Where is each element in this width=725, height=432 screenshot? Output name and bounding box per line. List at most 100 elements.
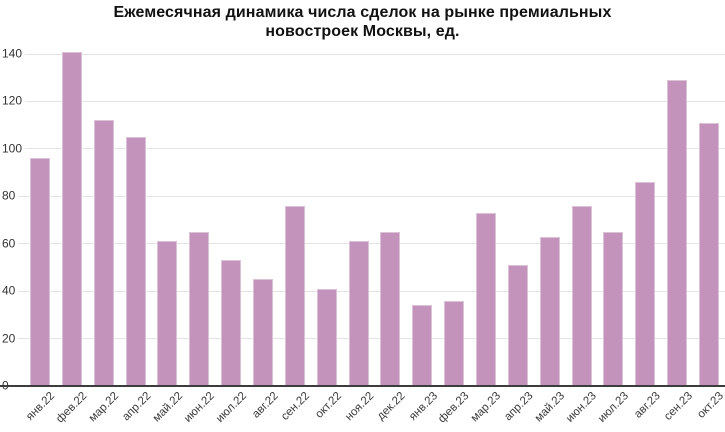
bar-column-дек.22 bbox=[374, 231, 406, 386]
bar-column-май.22 bbox=[151, 241, 183, 386]
bar-column-апр.22 bbox=[120, 137, 152, 386]
bar-column-мар.22 bbox=[88, 120, 120, 386]
y-tick-label-140: 140 bbox=[0, 47, 26, 61]
x-tick-cell-окт.23: окт.23 bbox=[693, 389, 725, 432]
bar-column-май.23 bbox=[534, 236, 566, 386]
x-tick-cell-окт.22: окт.22 bbox=[311, 389, 345, 432]
x-tick-label-июн.23: июн.23 bbox=[564, 390, 600, 425]
bar-column-сен.22 bbox=[279, 205, 311, 386]
chart-title-line1: Ежемесячная динамика числа сделок на рын… bbox=[113, 4, 612, 21]
bar-column-июн.22 bbox=[183, 231, 215, 386]
x-tick-cell-фев.23: фев.23 bbox=[436, 389, 472, 432]
bar-column-фев.23 bbox=[438, 300, 470, 386]
bar-дек.22 bbox=[380, 231, 401, 386]
bar-column-янв.23 bbox=[406, 305, 438, 386]
x-tick-cell-сен.22: сен.22 bbox=[279, 389, 312, 432]
x-tick-label-апр.22: апр.22 bbox=[119, 390, 154, 424]
bar-авг.23 bbox=[635, 182, 656, 386]
bar-сен.22 bbox=[284, 205, 305, 386]
x-tick-cell-июн.22: июн.22 bbox=[182, 389, 217, 432]
x-tick-label-сен.23: сен.23 bbox=[661, 390, 695, 423]
x-tick-cell-янв.22: янв.22 bbox=[24, 389, 58, 432]
gridline-140 bbox=[0, 53, 725, 55]
x-tick-cell-мар.23: мар.23 bbox=[469, 389, 504, 432]
y-tick-label-60: 60 bbox=[0, 237, 19, 251]
chart-title-line2: новостроек Москвы, ед. bbox=[265, 23, 460, 40]
chart-title: Ежемесячная динамика числа сделок на рын… bbox=[0, 3, 725, 41]
x-tick-cell-дек.22: дек.22 bbox=[374, 389, 408, 432]
bar-ноя.22 bbox=[348, 241, 369, 386]
bar-апр.22 bbox=[125, 137, 146, 386]
bar-column-авг.23 bbox=[629, 182, 661, 386]
x-tick-label-май.22: май.22 bbox=[150, 390, 185, 425]
bar-column-фев.22 bbox=[56, 51, 88, 386]
y-tick-label-80: 80 bbox=[0, 189, 19, 203]
bar-янв.23 bbox=[412, 305, 433, 386]
x-tick-label-ноя.22: ноя.22 bbox=[342, 390, 377, 424]
bar-окт.23 bbox=[698, 122, 719, 386]
bar-сен.23 bbox=[667, 80, 688, 386]
x-tick-cell-апр.23: апр.23 bbox=[502, 389, 535, 432]
bar-column-янв.22 bbox=[24, 158, 56, 386]
bars bbox=[24, 0, 725, 386]
x-tick-cell-авг.23: авг.23 bbox=[629, 389, 663, 432]
x-tick-label-мар.23: мар.23 bbox=[469, 390, 504, 425]
x-tick-cell-май.22: май.22 bbox=[150, 389, 185, 432]
bar-янв.22 bbox=[29, 158, 50, 386]
bar-июн.22 bbox=[189, 231, 210, 386]
x-tick-label-янв.23: янв.23 bbox=[406, 390, 440, 424]
x-tick-label-авг.23: авг.23 bbox=[632, 390, 663, 421]
x-axis-labels: янв.22 фев.22 мар.22 апр.22 май.22 июн.22 июл.… bbox=[24, 389, 725, 432]
x-tick-label-окт.22: окт.22 bbox=[313, 390, 345, 421]
bar-column-мар.23 bbox=[470, 212, 502, 386]
x-tick-label-авг.22: авг.22 bbox=[249, 390, 281, 421]
bar-column-ноя.22 bbox=[343, 241, 375, 386]
bar-фев.23 bbox=[444, 300, 465, 386]
x-tick-cell-мар.22: мар.22 bbox=[87, 389, 121, 432]
x-tick-label-июл.23: июл.23 bbox=[595, 390, 631, 426]
bar-май.22 bbox=[157, 241, 178, 386]
x-tick-cell-июн.23: июн.23 bbox=[564, 389, 600, 432]
bar-column-июл.22 bbox=[215, 260, 247, 386]
bar-июн.23 bbox=[571, 205, 592, 386]
bar-column-июл.23 bbox=[597, 231, 629, 386]
bar-апр.23 bbox=[507, 265, 528, 386]
bar-column-окт.22 bbox=[311, 288, 343, 386]
x-tick-cell-май.23: май.23 bbox=[532, 389, 568, 432]
bar-фев.22 bbox=[61, 51, 82, 386]
x-tick-label-окт.23: окт.23 bbox=[695, 390, 725, 421]
x-tick-label-дек.22: дек.22 bbox=[375, 390, 408, 423]
x-tick-cell-июл.22: июл.22 bbox=[213, 389, 249, 432]
bar-авг.22 bbox=[252, 279, 273, 386]
x-tick-label-июл.22: июл.22 bbox=[213, 390, 249, 426]
bar-окт.22 bbox=[316, 288, 337, 386]
bar-column-сен.23 bbox=[661, 80, 693, 386]
x-tick-label-фев.23: фев.23 bbox=[436, 390, 472, 426]
x-tick-cell-фев.22: фев.22 bbox=[53, 389, 90, 432]
y-tick-label-20: 20 bbox=[0, 332, 19, 346]
x-tick-cell-июл.23: июл.23 bbox=[595, 389, 631, 432]
gridline-120 bbox=[0, 100, 725, 102]
x-tick-cell-апр.22: апр.22 bbox=[119, 389, 154, 432]
y-tick-label-40: 40 bbox=[0, 284, 19, 298]
bar-мар.22 bbox=[93, 120, 114, 386]
x-tick-label-май.23: май.23 bbox=[532, 390, 568, 425]
x-tick-label-фев.22: фев.22 bbox=[53, 390, 90, 426]
bar-column-апр.23 bbox=[502, 265, 534, 386]
x-tick-label-янв.22: янв.22 bbox=[24, 390, 58, 424]
x-axis-line bbox=[0, 385, 725, 387]
bar-column-окт.23 bbox=[693, 122, 725, 386]
gridline-80 bbox=[0, 195, 725, 197]
y-tick-label-120: 120 bbox=[0, 94, 26, 108]
x-tick-cell-авг.22: авг.22 bbox=[247, 389, 281, 432]
gridline-100 bbox=[0, 148, 725, 150]
bar-column-июн.23 bbox=[566, 205, 598, 386]
bar-май.23 bbox=[539, 236, 560, 386]
bar-июл.22 bbox=[221, 260, 242, 386]
y-tick-label-100: 100 bbox=[0, 142, 26, 156]
bar-column-авг.22 bbox=[247, 279, 279, 386]
bar-июл.23 bbox=[603, 231, 624, 386]
x-tick-cell-янв.23: янв.23 bbox=[406, 389, 440, 432]
